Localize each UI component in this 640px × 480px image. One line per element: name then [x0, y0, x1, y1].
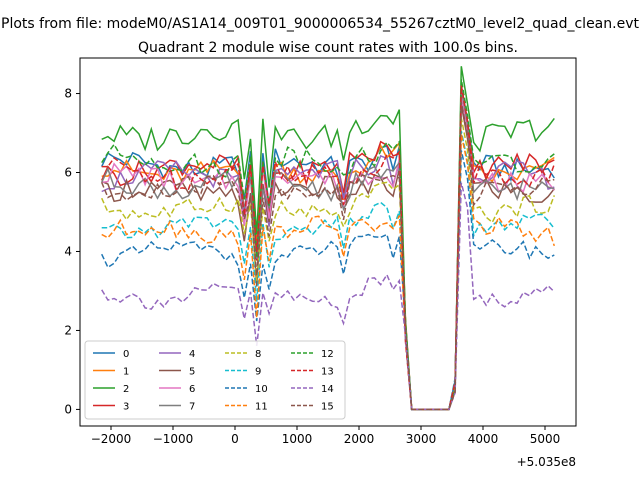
series-line-14: [101, 182, 555, 411]
y-tick-label: 8: [64, 87, 72, 101]
legend-label-12: 12: [321, 349, 334, 360]
y-tick-label: 2: [64, 323, 72, 337]
series-line-12: [101, 79, 555, 411]
legend-label-9: 9: [255, 367, 261, 378]
legend-label-13: 13: [321, 367, 334, 378]
x-tick-label: 4000: [468, 432, 499, 446]
series-line-11: [101, 134, 556, 411]
series-line-4: [101, 98, 555, 411]
legend-label-0: 0: [123, 349, 129, 360]
legend-box: [84, 340, 346, 420]
chart-title: Quadrant 2 module wise count rates with …: [138, 40, 518, 56]
y-tick-label: 4: [64, 244, 72, 258]
x-tick-label: −1000: [153, 432, 194, 446]
series-line-9: [101, 130, 555, 411]
series-line-8: [101, 117, 556, 411]
y-tick-label: 6: [64, 166, 72, 180]
axis-layer: −2000 −1000 0 1000 2000 3000 4000 5000 0 2 4 6 8: [64, 87, 560, 446]
x-tick-label: −2000: [91, 432, 132, 446]
x-tick-label: 5000: [530, 432, 561, 446]
y-tick-label: 0: [64, 402, 72, 416]
legend-label-7: 7: [189, 402, 195, 413]
legend-label-10: 10: [255, 384, 268, 395]
legend-label-15: 15: [321, 402, 334, 413]
legend-label-3: 3: [123, 402, 129, 413]
x-tick-label: 0: [231, 432, 239, 446]
legend-label-8: 8: [255, 349, 261, 360]
x-tick-label: 2000: [344, 432, 375, 446]
x-tick-label: 1000: [282, 432, 313, 446]
legend-label-11: 11: [255, 402, 268, 413]
series-line-10: [101, 150, 555, 411]
plot-frame: [79, 57, 577, 427]
series-line-15: [101, 101, 555, 411]
legend-label-1: 1: [123, 367, 129, 378]
legend-label-5: 5: [189, 367, 195, 378]
series-layer: [101, 66, 556, 411]
legend-label-4: 4: [189, 349, 195, 360]
legend-label-6: 6: [189, 384, 195, 395]
series-line-2: [101, 66, 555, 411]
series-line-13: [101, 85, 556, 411]
x-offset-label: +5.035e8: [517, 455, 576, 469]
x-tick-label: 3000: [406, 432, 437, 446]
figure-suptitle: Plots from file: modeM0/AS1A14_009T01_90…: [1, 16, 639, 32]
legend-label-14: 14: [321, 384, 334, 395]
legend-label-2: 2: [123, 384, 129, 395]
